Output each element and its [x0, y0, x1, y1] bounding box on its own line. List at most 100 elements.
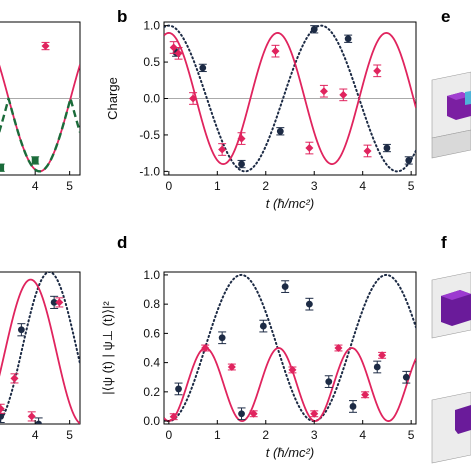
- data-point-d-2-2: [238, 410, 245, 418]
- panel-label-e: e: [441, 7, 450, 26]
- series-curve-c-0: [0, 272, 80, 423]
- plot-area-c: [0, 272, 80, 424]
- x-tick-label-b-2: 2: [262, 179, 269, 193]
- data-point-b-2-7: [405, 157, 413, 164]
- y-axis-label-d: |⟨ψ (t) | ψ⊥ (t)⟩|²: [100, 301, 115, 395]
- data-point-b-3-10: [373, 66, 382, 75]
- data-point-c-3-0: [0, 404, 5, 413]
- panel-label-d: d: [117, 233, 127, 252]
- series-curve-b-0: [164, 24, 416, 173]
- data-point-b-3-6: [305, 144, 314, 153]
- panel-b-plot: 0 1 2 3 4 5 -1.0 -0.5 0.0 0.5 1.0 t (ħ/mc²) Charge: [105, 19, 417, 211]
- series-curve-a-1: [0, 94, 80, 173]
- plot-frame-d: [163, 271, 417, 425]
- y-tick-label-b-4: 1.0: [143, 19, 160, 33]
- y-tick-label-b-2: 0.0: [143, 92, 160, 106]
- data-point-b-2-5: [344, 35, 352, 43]
- data-point-b-3-7: [319, 87, 328, 96]
- x-tick-label-d-5: 5: [408, 428, 415, 442]
- plot-area-a: [0, 41, 80, 173]
- data-point-d-2-9: [402, 373, 410, 381]
- x-tick-label-b-3: 3: [311, 179, 318, 193]
- series-curve-c-1: [0, 278, 80, 424]
- x-tick-label-d-2: 2: [262, 428, 269, 442]
- y-tick-label-d-2: 0.4: [143, 356, 160, 370]
- panel-f-bar-graphic-bottom: [431, 391, 471, 464]
- y-tick-label-d-0: 0.0: [143, 414, 160, 428]
- panel-label-b: b: [117, 7, 127, 26]
- panel-d-plot: 0 1 2 3 4 5 0.0 0.2 0.4 0.6 0.8 1.0 t (ħ/mc²) |⟨ψ (t)…: [100, 268, 417, 460]
- plot-frame-c: [0, 271, 81, 425]
- x-tick-label-d-3: 3: [311, 428, 318, 442]
- data-point-b-3-3: [218, 145, 227, 154]
- data-point-d-2-3: [259, 322, 267, 330]
- plot-area-b: [164, 24, 416, 173]
- data-point-d-3-2: [227, 363, 236, 371]
- data-point-b-3-5: [271, 47, 280, 56]
- panel-e-bar-graphic: [431, 71, 471, 159]
- x-tick-label-b-0: 0: [166, 179, 173, 193]
- x-tick-label-a-0: 4: [32, 179, 39, 193]
- y-tick-label-b-0: -1.0: [139, 164, 160, 178]
- x-tick-label-b-5: 5: [408, 179, 415, 193]
- y-tick-label-d-4: 0.8: [143, 297, 160, 311]
- data-point-c-2-1: [0, 413, 5, 420]
- y-tick-label-b-3: 0.5: [143, 55, 160, 69]
- data-point-c-3-3: [55, 298, 64, 307]
- data-point-a-2-1: [41, 42, 50, 51]
- data-point-d-2-0: [175, 385, 182, 393]
- x-tick-label-d-4: 4: [359, 428, 366, 442]
- y-tick-label-d-1: 0.2: [143, 385, 160, 399]
- data-point-d-2-5: [305, 300, 313, 308]
- data-point-b-3-8: [339, 90, 348, 99]
- data-point-d-3-4: [288, 365, 297, 374]
- y-tick-label-d-5: 1.0: [143, 268, 160, 282]
- x-tick-label-c-1: 5: [66, 428, 73, 442]
- data-point-b-3-9: [363, 146, 372, 155]
- data-point-c-2-3: [35, 420, 43, 424]
- data-point-b-3-2: [189, 94, 198, 103]
- data-point-d-2-6: [325, 378, 333, 386]
- data-point-b-2-3: [276, 127, 284, 135]
- x-tick-label-b-4: 4: [359, 179, 366, 193]
- x-tick-label-a-1: 5: [66, 179, 73, 193]
- data-point-d-3-7: [361, 390, 370, 399]
- data-point-a-3-0: [0, 164, 5, 172]
- series-curve-b-1: [164, 32, 416, 165]
- data-point-b-3-1: [174, 49, 183, 58]
- data-point-c-3-1: [10, 374, 19, 383]
- data-point-b-3-4: [237, 134, 246, 143]
- plot-area-d: [164, 273, 416, 423]
- x-tick-label-d-0: 0: [166, 428, 173, 442]
- data-point-b-2-6: [383, 144, 391, 152]
- data-point-b-2-2: [238, 160, 245, 168]
- data-point-d-2-4: [281, 283, 289, 291]
- x-tick-label-c-0: 4: [32, 428, 39, 442]
- data-point-d-3-5: [310, 409, 319, 418]
- data-point-d-2-1: [218, 334, 226, 342]
- data-point-d-3-3: [249, 409, 258, 418]
- panel-label-f: f: [441, 233, 447, 252]
- data-point-d-3-1: [201, 344, 210, 352]
- data-point-d-2-7: [349, 403, 357, 410]
- y-tick-label-d-3: 0.6: [143, 326, 160, 340]
- data-point-c-2-2: [17, 326, 25, 334]
- data-point-b-2-4: [310, 25, 318, 33]
- data-point-d-3-8: [378, 351, 387, 360]
- data-point-a-3-1: [31, 157, 39, 164]
- data-point-c-2-4: [50, 299, 58, 306]
- x-tick-label-d-1: 1: [214, 428, 221, 442]
- data-point-b-3-0: [169, 43, 178, 52]
- data-point-b-2-1: [199, 64, 207, 72]
- data-point-d-2-8: [373, 363, 381, 371]
- data-point-d-3-6: [334, 344, 343, 352]
- y-axis-label-b: Charge: [105, 77, 120, 120]
- x-tick-label-b-1: 1: [214, 179, 221, 193]
- x-axis-label-d: t (ħ/mc²): [266, 445, 314, 460]
- x-axis-label-b: t (ħ/mc²): [266, 196, 314, 211]
- data-point-d-3-0: [169, 412, 178, 421]
- panel-f-bar-graphic-top: [431, 271, 471, 339]
